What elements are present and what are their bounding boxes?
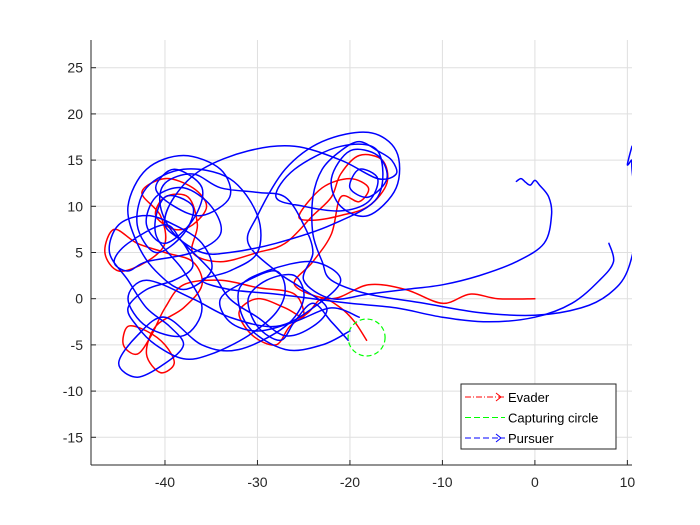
tick-labels: -40 -30 -20 -10 0 10 -15 -10 -5 0 5 10 15 20 25: [63, 60, 636, 490]
x-tick-label: 0: [531, 474, 539, 490]
legend-marker-icon: [495, 433, 502, 443]
axes: [90, 40, 632, 466]
x-tick-label: -40: [155, 474, 175, 490]
series-line-evader: [104, 153, 536, 374]
x-tick-label: -20: [340, 474, 360, 490]
series-line-pursuer: [108, 131, 553, 378]
legend-label: Evader: [508, 390, 550, 405]
legend-label: Capturing circle: [508, 411, 598, 426]
legend: Evader Capturing circle Pursuer: [460, 383, 617, 450]
series-layer: [104, 131, 632, 378]
y-tick-label: 10: [67, 198, 83, 214]
capturing-circle: [347, 318, 386, 357]
x-tick-label: -30: [247, 474, 267, 490]
x-tick-label: 10: [620, 474, 636, 490]
y-tick-label: 15: [67, 152, 83, 168]
y-tick-label: -10: [63, 383, 83, 399]
legend-marker-icon: [495, 392, 502, 402]
series-line-pursuer: [127, 168, 615, 352]
series-group: [104, 131, 632, 378]
y-tick-label: 0: [75, 291, 83, 307]
x-tick-label: -10: [432, 474, 452, 490]
y-tick-label: 5: [75, 245, 83, 261]
y-tick-label: 25: [67, 60, 83, 76]
y-tick-label: 20: [67, 106, 83, 122]
y-tick-label: -5: [71, 337, 84, 353]
series-line-pursuer: [127, 140, 632, 360]
y-tick-label: -15: [63, 429, 83, 445]
legend-label: Pursuer: [508, 431, 554, 446]
